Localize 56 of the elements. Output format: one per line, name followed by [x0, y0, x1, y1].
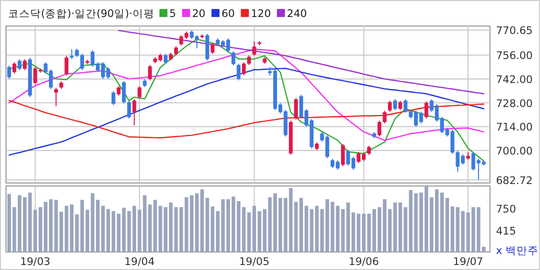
y-tick-label: 770.65	[496, 25, 533, 38]
x-tick-label: 19/07	[452, 256, 484, 268]
x-tick-label: 19/03	[20, 256, 50, 268]
candlestick	[64, 56, 68, 76]
y-tick-label: 728.00	[496, 98, 533, 110]
line-series	[118, 30, 484, 94]
candlestick	[54, 87, 58, 107]
candlestick	[210, 42, 214, 54]
candlestick	[127, 100, 131, 119]
candlestick	[22, 58, 27, 71]
x-tick-label: 19/06	[348, 256, 380, 268]
candlestick	[242, 62, 246, 76]
x-tick-label: 19/04	[124, 256, 155, 268]
candlestick	[231, 50, 236, 66]
legend-label: 5	[169, 8, 176, 20]
candlestick	[382, 110, 387, 124]
candlestick	[174, 46, 178, 56]
candlestick	[388, 100, 392, 112]
candlestick	[138, 86, 142, 100]
chart-title: 코스닥(종합)·일간(90일)·이평	[8, 8, 154, 20]
line-series	[8, 100, 484, 138]
candlestick	[12, 62, 16, 74]
candlestick	[247, 54, 251, 66]
candlestick	[205, 33, 210, 61]
candlestick	[236, 63, 241, 81]
candlestick	[424, 100, 428, 119]
y-tick-label: 750	[496, 203, 516, 216]
y-axis-title: x 백만주	[496, 245, 539, 257]
candlestick	[341, 144, 345, 167]
candlestick	[164, 53, 168, 64]
y-tick-label: 742.00	[496, 74, 533, 86]
y-tick-label: 756.00	[496, 50, 533, 62]
candlestick	[367, 145, 371, 156]
candlestick	[132, 98, 136, 126]
legend-label: 120	[250, 8, 271, 20]
candlestick	[404, 98, 408, 114]
candlestick	[393, 98, 397, 111]
y-tick-label: 415	[496, 226, 516, 238]
candlestick	[398, 100, 402, 111]
candlestick	[252, 40, 256, 56]
candlestick	[148, 64, 152, 81]
legend-label: 240	[286, 8, 307, 20]
y-tick-label: 700.00	[496, 145, 533, 158]
candlestick	[294, 98, 298, 120]
legend-label: 20	[192, 8, 206, 20]
candlestick	[7, 65, 12, 80]
y-tick-label: 682.72	[496, 174, 533, 187]
legend-label: 60	[221, 8, 235, 20]
candlestick	[112, 90, 116, 106]
candlestick	[116, 86, 121, 96]
candlestick	[18, 58, 22, 71]
candlestick	[122, 80, 126, 104]
candlestick	[378, 120, 382, 138]
y-tick-label: 714.00	[496, 122, 533, 134]
x-tick-label: 19/05	[239, 256, 270, 268]
line-series	[8, 68, 484, 156]
